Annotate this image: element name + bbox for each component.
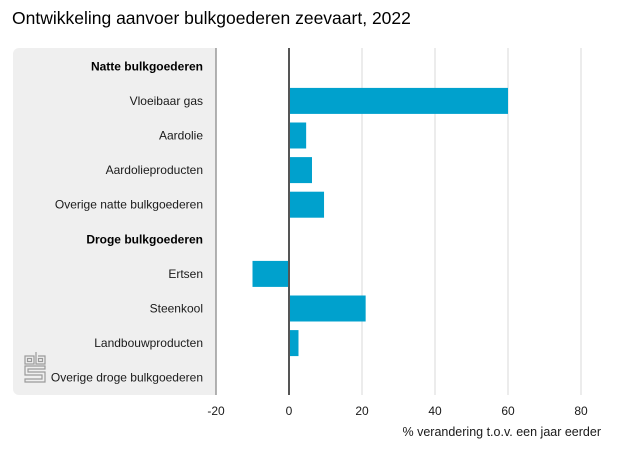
category-label: Ertsen bbox=[168, 267, 203, 281]
x-tick-label: 60 bbox=[501, 404, 515, 418]
category-label: Overige natte bulkgoederen bbox=[55, 198, 203, 212]
category-label: Vloeibaar gas bbox=[130, 94, 203, 108]
category-label: Aardolieproducten bbox=[106, 163, 203, 177]
tick-labels: -20 0 20 40 60 80 bbox=[207, 404, 588, 418]
x-tick-label: 40 bbox=[428, 404, 442, 418]
x-tick-label: 20 bbox=[355, 404, 369, 418]
x-tick-label: -20 bbox=[207, 404, 225, 418]
bars bbox=[252, 87, 508, 357]
category-label-panel bbox=[13, 48, 216, 395]
bar bbox=[289, 122, 307, 149]
category-header-label: Droge bulkgoederen bbox=[86, 232, 203, 246]
category-header-label: Natte bulkgoederen bbox=[91, 59, 203, 73]
category-label: Steenkool bbox=[150, 302, 203, 316]
chart-title: Ontwikkeling aanvoer bulkgoederen zeevaa… bbox=[12, 8, 411, 28]
category-label: Landbouwproducten bbox=[94, 336, 203, 350]
category-labels: Natte bulkgoederen Vloeibaar gas Aardolie A… bbox=[51, 59, 203, 384]
x-tick-label: 80 bbox=[574, 404, 588, 418]
x-tick-label: 0 bbox=[286, 404, 293, 418]
bar bbox=[289, 295, 366, 322]
category-label: Overige droge bulkgoederen bbox=[51, 371, 203, 385]
bar bbox=[289, 157, 312, 184]
axes bbox=[215, 48, 290, 395]
bar bbox=[252, 260, 289, 287]
category-label: Aardolie bbox=[159, 129, 203, 143]
bar bbox=[289, 330, 299, 357]
cbs-logo-icon bbox=[24, 351, 46, 388]
x-axis-label: % verandering t.o.v. een jaar eerder bbox=[402, 425, 602, 439]
bar bbox=[289, 87, 508, 114]
bar bbox=[289, 191, 325, 218]
